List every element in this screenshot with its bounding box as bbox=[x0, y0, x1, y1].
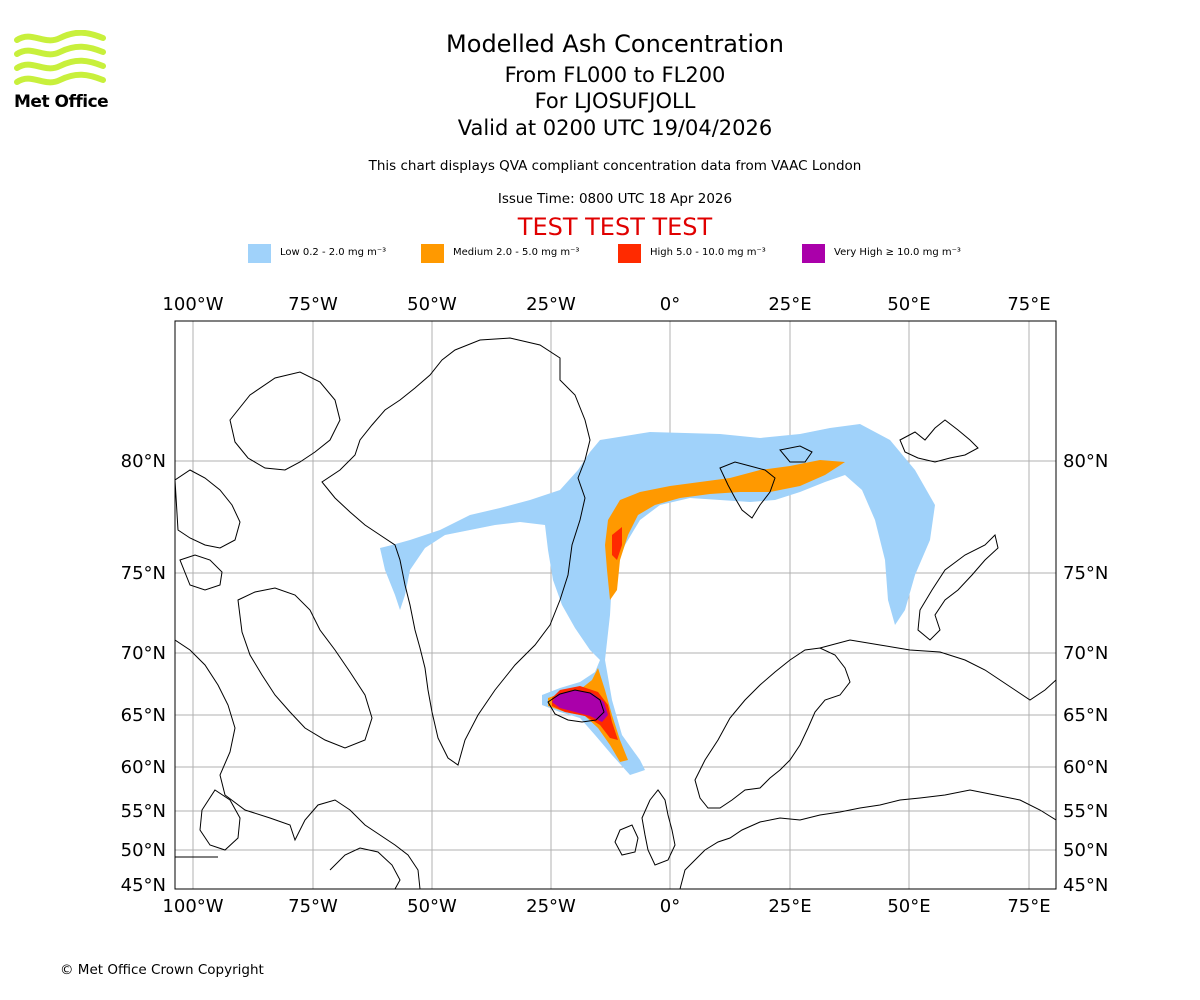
lat-label: 60°N bbox=[121, 757, 166, 778]
lon-label: 100°W bbox=[162, 294, 223, 315]
coastline-ireland bbox=[614, 824, 639, 856]
qva-note: This chart displays QVA compliant concen… bbox=[368, 158, 862, 174]
chart-title: Modelled Ash Concentration bbox=[446, 30, 784, 58]
legend-swatch-medium bbox=[421, 244, 444, 263]
lon-label: 75°W bbox=[288, 294, 338, 315]
coastline-novaya-zemlya bbox=[917, 534, 999, 641]
lon-label: 75°W bbox=[288, 896, 338, 917]
coastline-hudson-bay bbox=[199, 789, 241, 851]
lat-label: 60°N bbox=[1063, 757, 1108, 778]
lon-label: 50°E bbox=[887, 896, 930, 917]
map-background bbox=[175, 321, 1056, 889]
legend-label-very-high: Very High ≥ 10.0 mg m⁻³ bbox=[834, 247, 961, 258]
coastline-arctic-islands bbox=[175, 469, 241, 591]
ash-medium-plume bbox=[548, 460, 845, 762]
lat-label: 55°N bbox=[121, 801, 166, 822]
lat-labels-left: 80°N 75°N 70°N 65°N 60°N 55°N 50°N 45°N bbox=[121, 451, 166, 896]
lon-label: 0° bbox=[660, 294, 680, 315]
lat-labels-right: 80°N 75°N 70°N 65°N 60°N 55°N 50°N 45°N bbox=[1063, 451, 1108, 896]
legend-swatch-very-high bbox=[802, 244, 825, 263]
lat-label: 70°N bbox=[121, 643, 166, 664]
lat-label: 75°N bbox=[1063, 563, 1108, 584]
lat-label: 70°N bbox=[1063, 643, 1108, 664]
coastline-britain bbox=[641, 789, 676, 866]
coastline-iceland bbox=[547, 689, 605, 723]
coastlines bbox=[175, 337, 1056, 889]
volcano-name: For LJOSUFJOLL bbox=[534, 89, 696, 113]
lon-label: 25°W bbox=[526, 896, 576, 917]
lat-label: 65°N bbox=[121, 705, 166, 726]
coastline-baffin-island bbox=[237, 587, 373, 749]
met-office-waves-icon bbox=[14, 30, 106, 86]
lon-labels-bottom: 100°W 75°W 50°W 25°W 0° 25°E 50°E 75°E bbox=[162, 896, 1050, 917]
lon-label: 0° bbox=[660, 896, 680, 917]
lat-label: 75°N bbox=[121, 563, 166, 584]
lon-label: 50°E bbox=[887, 294, 930, 315]
logo-text: Met Office bbox=[14, 92, 109, 112]
lat-label: 80°N bbox=[1063, 451, 1108, 472]
met-office-logo: Met Office bbox=[14, 30, 109, 112]
copyright: © Met Office Crown Copyright bbox=[60, 962, 264, 978]
coastline-greenland bbox=[321, 337, 591, 766]
coastline-svalbard bbox=[719, 445, 813, 519]
lon-label: 25°E bbox=[768, 294, 811, 315]
lon-label: 75°E bbox=[1007, 896, 1050, 917]
lat-label: 50°N bbox=[121, 840, 166, 861]
coastline-canada-mainland bbox=[175, 639, 421, 889]
ash-low-plume bbox=[380, 424, 935, 775]
coastline-labrador bbox=[329, 847, 401, 889]
test-banner: TEST TEST TEST bbox=[517, 213, 713, 241]
lat-label: 80°N bbox=[121, 451, 166, 472]
lat-label: 55°N bbox=[1063, 801, 1108, 822]
gridlines bbox=[175, 321, 1056, 889]
lon-label: 50°W bbox=[407, 294, 457, 315]
lon-label: 100°W bbox=[162, 896, 223, 917]
legend-label-low: Low 0.2 - 2.0 mg m⁻³ bbox=[280, 247, 387, 258]
legend-swatch-high bbox=[618, 244, 641, 263]
lon-labels-top: 100°W 75°W 50°W 25°W 0° 25°E 50°E 75°E bbox=[162, 294, 1050, 315]
coastline-europe bbox=[679, 789, 1056, 889]
coastline-scandinavia bbox=[694, 647, 851, 809]
coastline-russia-north bbox=[819, 639, 1056, 701]
ash-very-high-area bbox=[552, 690, 608, 722]
coastline-franz-josef bbox=[899, 419, 979, 463]
lat-label: 45°N bbox=[121, 875, 166, 896]
lon-label: 25°E bbox=[768, 896, 811, 917]
lat-label: 50°N bbox=[1063, 840, 1108, 861]
lon-label: 50°W bbox=[407, 896, 457, 917]
legend-label-medium: Medium 2.0 - 5.0 mg m⁻³ bbox=[453, 247, 580, 258]
legend-swatch-low bbox=[248, 244, 271, 263]
legend-label-high: High 5.0 - 10.0 mg m⁻³ bbox=[650, 247, 766, 258]
issue-time: Issue Time: 0800 UTC 18 Apr 2026 bbox=[497, 191, 733, 207]
lon-label: 25°W bbox=[526, 294, 576, 315]
flight-levels: From FL000 to FL200 bbox=[504, 63, 726, 87]
lat-label: 65°N bbox=[1063, 705, 1108, 726]
map-frame bbox=[174, 320, 1057, 890]
valid-time: Valid at 0200 UTC 19/04/2026 bbox=[457, 116, 773, 140]
lon-label: 75°E bbox=[1007, 294, 1050, 315]
lat-label: 45°N bbox=[1063, 875, 1108, 896]
coastline-baffin bbox=[229, 371, 341, 471]
